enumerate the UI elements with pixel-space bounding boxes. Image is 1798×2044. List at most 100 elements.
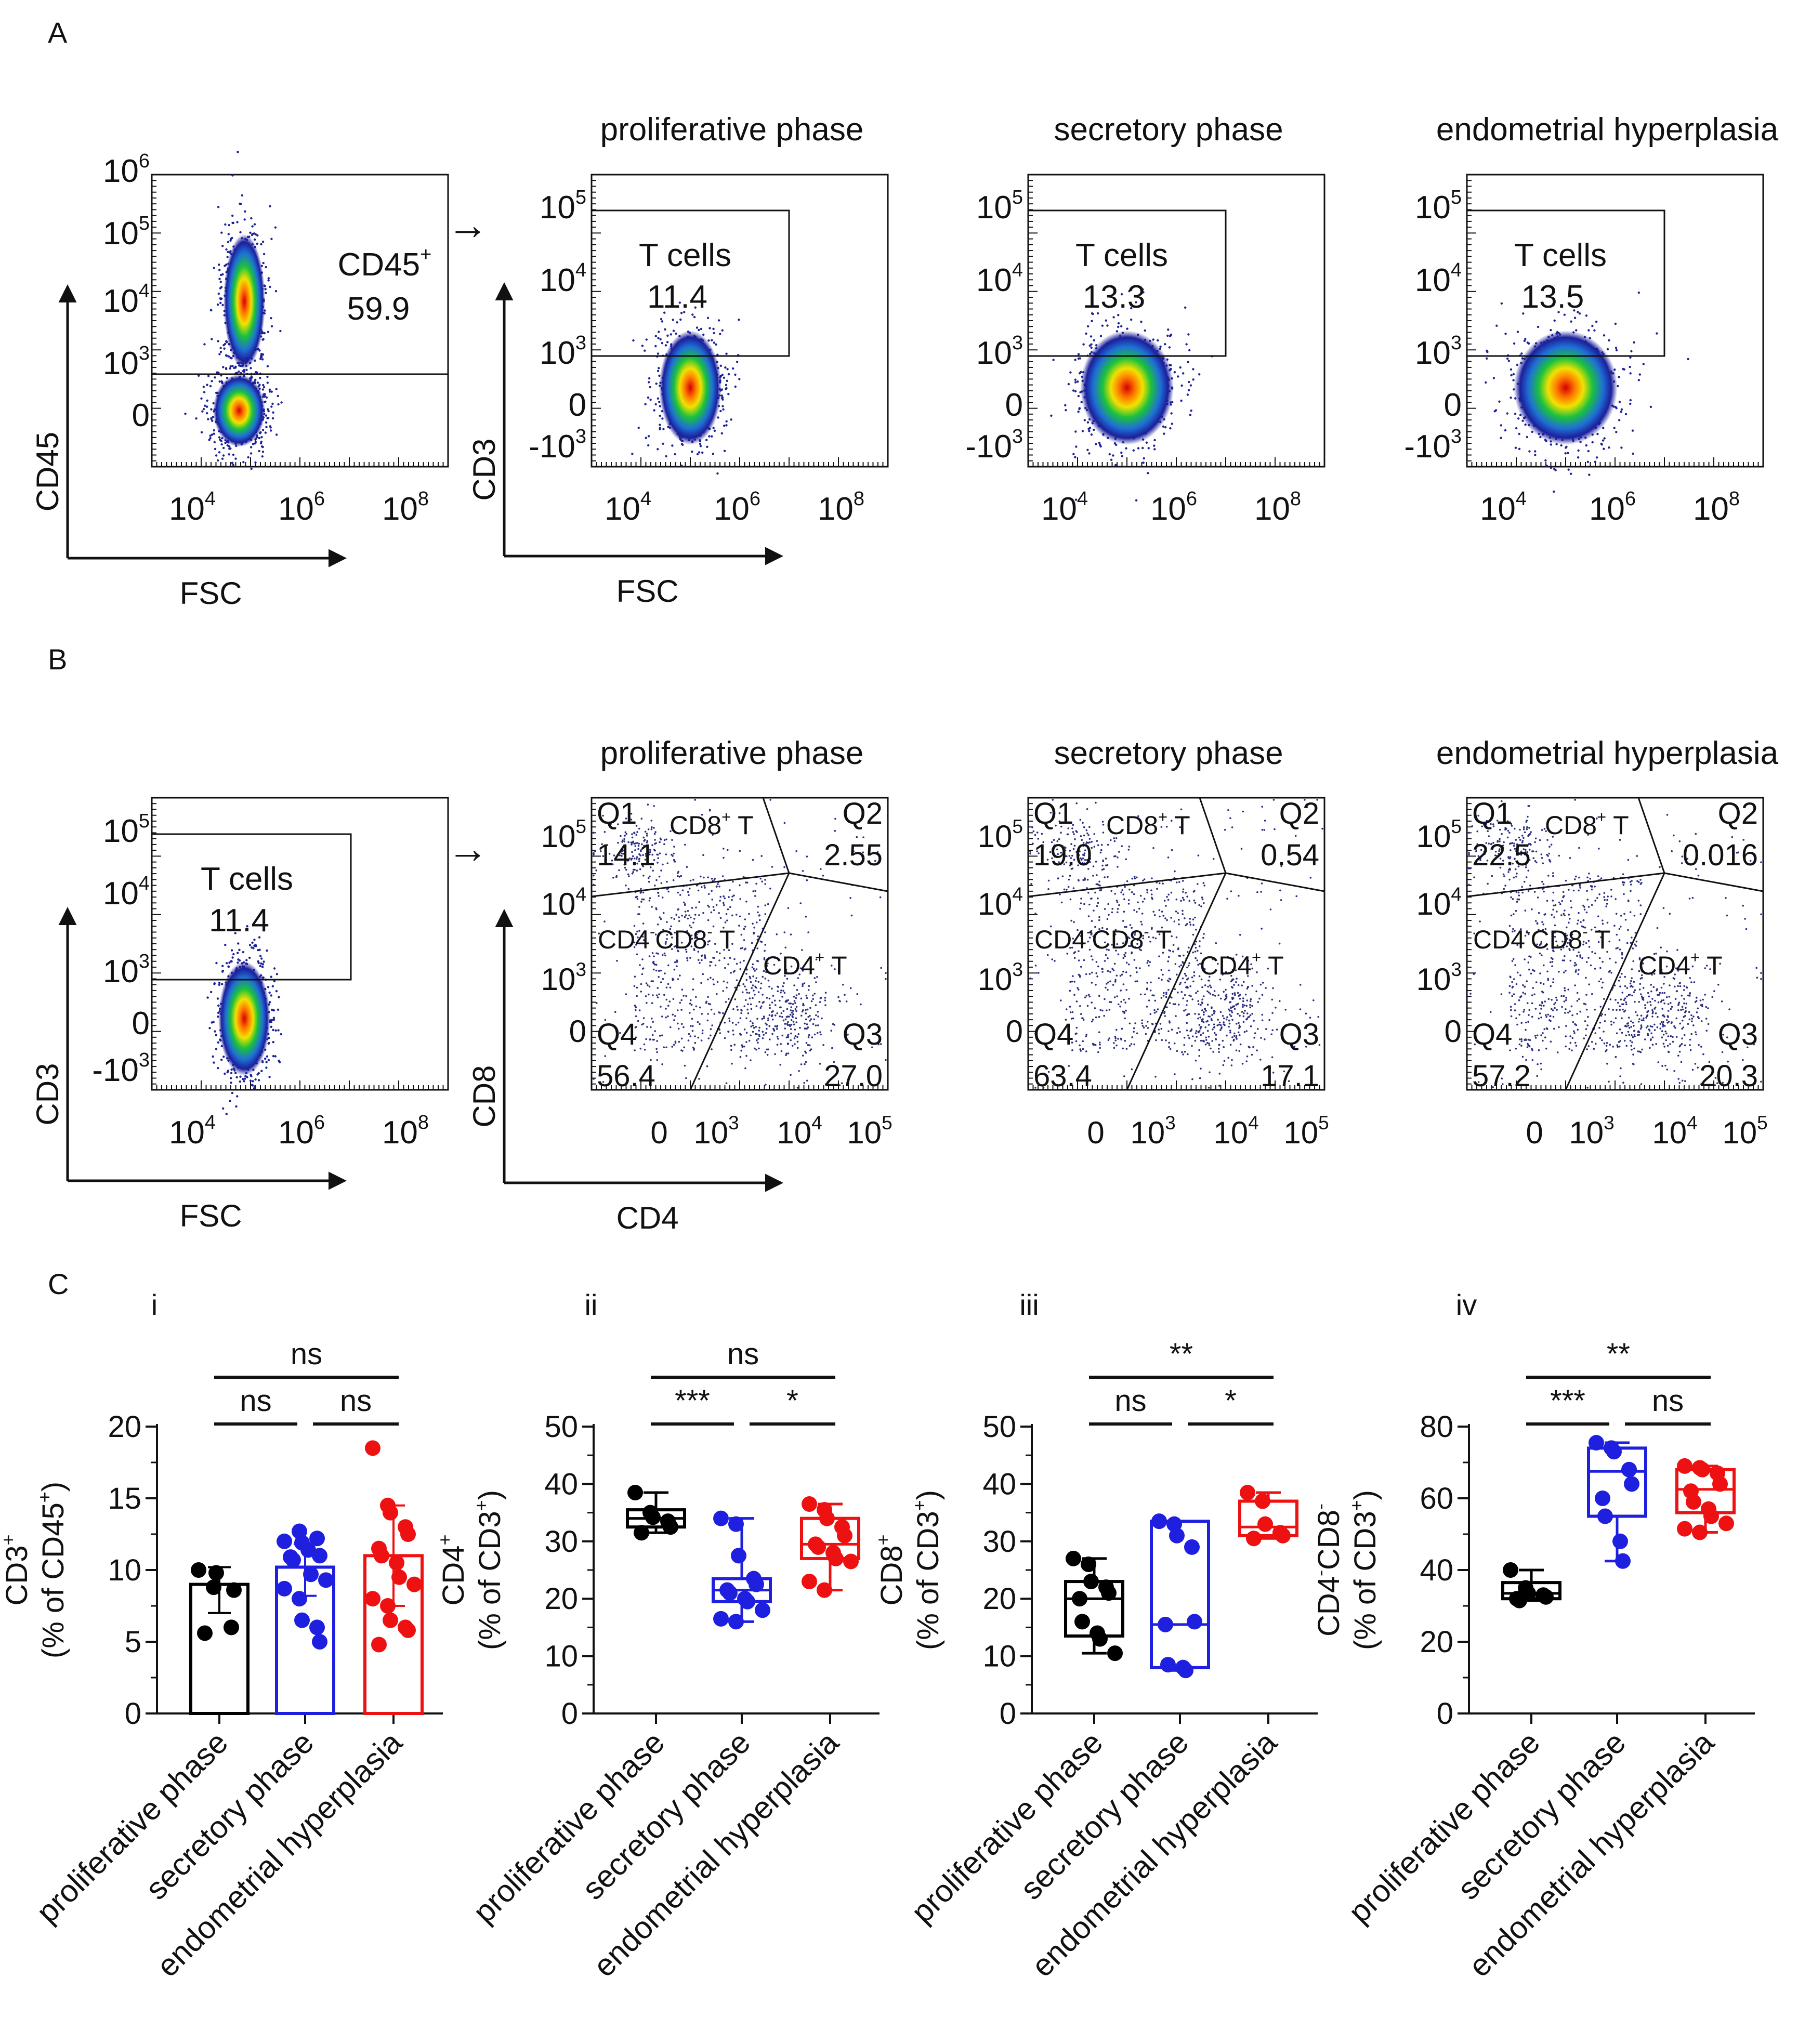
flow-a-plot-event: [1086, 449, 1089, 451]
flow-a-plot-event: [1082, 343, 1085, 346]
flow-a-plot-event: [699, 445, 702, 447]
flow-a-plot-event: [1595, 320, 1598, 323]
flow-a-plot-event: [1144, 329, 1146, 332]
flow-a-plot-event: [1110, 458, 1113, 461]
panel-letter-b: B: [48, 643, 67, 676]
flow-a-gate-lower-event: [245, 368, 248, 371]
flow-a-plot-event: [1147, 472, 1149, 474]
flow-a-gate-upper-event: [219, 297, 221, 300]
flow-a-gate-upper-event: [217, 206, 220, 208]
flow-a-gate-lower-event: [214, 447, 217, 451]
flow-a-gate-lower-event: [271, 402, 274, 405]
flow-a-gate-upper-event: [249, 231, 252, 234]
flow-a-plot-1: proliferative phase T cells 11.4 104 106 108 1…: [467, 112, 889, 609]
flow-b-gate-event: [265, 1066, 268, 1069]
flow-a-plot-event: [1629, 399, 1632, 402]
flow-b-gate-event: [278, 996, 280, 998]
flow-b-event: [757, 911, 759, 914]
flow-a-gate-upper-event: [261, 358, 264, 361]
flow-a-gate-lower-event: [215, 454, 218, 457]
flow-a-plot-event: [648, 381, 650, 384]
flow-a-plot-event: [1492, 377, 1495, 379]
flow-a-gate-upper-event: [244, 210, 246, 213]
flow-a-plot-event: [1618, 401, 1621, 403]
flow-a-gate-value: 59.9: [347, 291, 410, 327]
flow-a-plot-event: [719, 410, 722, 413]
flow-b-gate-event: [257, 961, 260, 965]
flow-a-plot-event: [665, 455, 667, 458]
flow-a-plot-event: [1141, 446, 1144, 450]
flow-a-gate-lower-event: [206, 405, 208, 408]
flow-a-plot-event: [1088, 430, 1091, 432]
flow-b-gate-event: [259, 955, 262, 957]
flow-a-plot-event: [734, 373, 737, 376]
flow-a-plot-event: [1600, 443, 1603, 446]
flow-a-gate-upper-event: [219, 281, 222, 283]
flow-a-plot-event: [657, 352, 660, 355]
flow-a-plot-event: [666, 334, 669, 337]
flow-a-plot-ytick-label: 0: [1444, 387, 1462, 423]
flow-a-plot-event: [1631, 429, 1634, 432]
flow-a-plot-event: [1518, 447, 1521, 450]
flow-a-plot-event: [1517, 417, 1520, 420]
flow-a-plot-event: [1603, 437, 1606, 440]
flow-a-plot-event: [647, 444, 650, 447]
flow-a-plot-event: [1095, 443, 1097, 445]
flow-b-gate-event: [218, 982, 221, 984]
flow-a-plot-event: [676, 321, 678, 324]
flow-b-gate-xtick-label: 106: [278, 1112, 325, 1151]
flow-a-gate-lower-event: [217, 459, 219, 462]
flow-a-plot-event: [722, 408, 725, 411]
flow-b-gate-value: 11.4: [209, 903, 269, 939]
flow-a-plot-event: [1638, 373, 1641, 376]
flow-a-plot-event: [1180, 384, 1183, 387]
flow-b-gate-event: [235, 1105, 238, 1108]
flow-a-gate-upper-event: [263, 253, 266, 256]
flow-a-plot-event: [712, 453, 715, 455]
flow-a-plot-event: [659, 424, 661, 426]
flow-b-gate-event: [266, 949, 268, 952]
flow-a-plot-event: [659, 338, 662, 340]
flow-a-gate-upper-event: [229, 239, 232, 242]
flow-a-plot-xtick-label: 106: [1150, 488, 1197, 527]
flow-a-plot-event: [1629, 365, 1631, 368]
flow-a-gate-lower-event: [200, 397, 203, 400]
flow-a-gate-lower-event: [261, 455, 264, 458]
flow-a-gate-lower-event: [250, 452, 253, 455]
flow-a-plot-event: [1633, 341, 1635, 344]
flow-a-gate-lower-event: [222, 366, 225, 368]
flow-a-plot-event: [1510, 397, 1512, 399]
flow-a-plot-event: [679, 318, 682, 321]
flow-b-phase-title: proliferative phase: [600, 735, 864, 771]
flow-a-plot-event: [1595, 456, 1598, 459]
flow-b-event: [805, 1041, 808, 1044]
flow-b-gate-event: [257, 1079, 260, 1082]
flow-a-gate-lower-event: [277, 394, 279, 398]
flow-a-gate-upper-event: [218, 278, 221, 280]
flow-a-plot-event: [1130, 318, 1133, 321]
flow-a-plot-event: [1169, 427, 1172, 430]
flow-a-plot-event: [1198, 373, 1201, 376]
flow-a-plot-event: [1553, 319, 1556, 322]
flow-a-plot-event: [1153, 439, 1156, 442]
flow-a-gate-upper-event: [239, 231, 242, 234]
flow-a-plot-event: [644, 403, 647, 405]
flow-a-gate-lower-event: [210, 408, 213, 411]
flow-a-plot-event: [1083, 419, 1086, 421]
gate-arrow-b: →: [447, 825, 489, 872]
flow-a-plot-event: [1553, 490, 1555, 493]
flow-b-gate-event: [213, 1061, 215, 1064]
flow-b-gate-event: [257, 949, 259, 952]
flow-b-gate-event: [270, 1025, 272, 1028]
flow-a-gate-lower-event: [208, 439, 211, 441]
flow-b-gate-event: [217, 1041, 220, 1044]
flow-a-gate-lower-event: [260, 440, 263, 443]
flow-a-plot-event: [657, 397, 660, 400]
flow-b-gate-event: [278, 1059, 280, 1062]
flow-a-plot-event: [723, 376, 726, 379]
flow-b-gate-density: [218, 961, 270, 1076]
flow-b-gate-event: [275, 990, 278, 993]
flow-b-gate-event: [263, 960, 265, 963]
flow-a-plot-event: [1086, 421, 1090, 424]
flow-a-plot-event: [1106, 324, 1109, 327]
